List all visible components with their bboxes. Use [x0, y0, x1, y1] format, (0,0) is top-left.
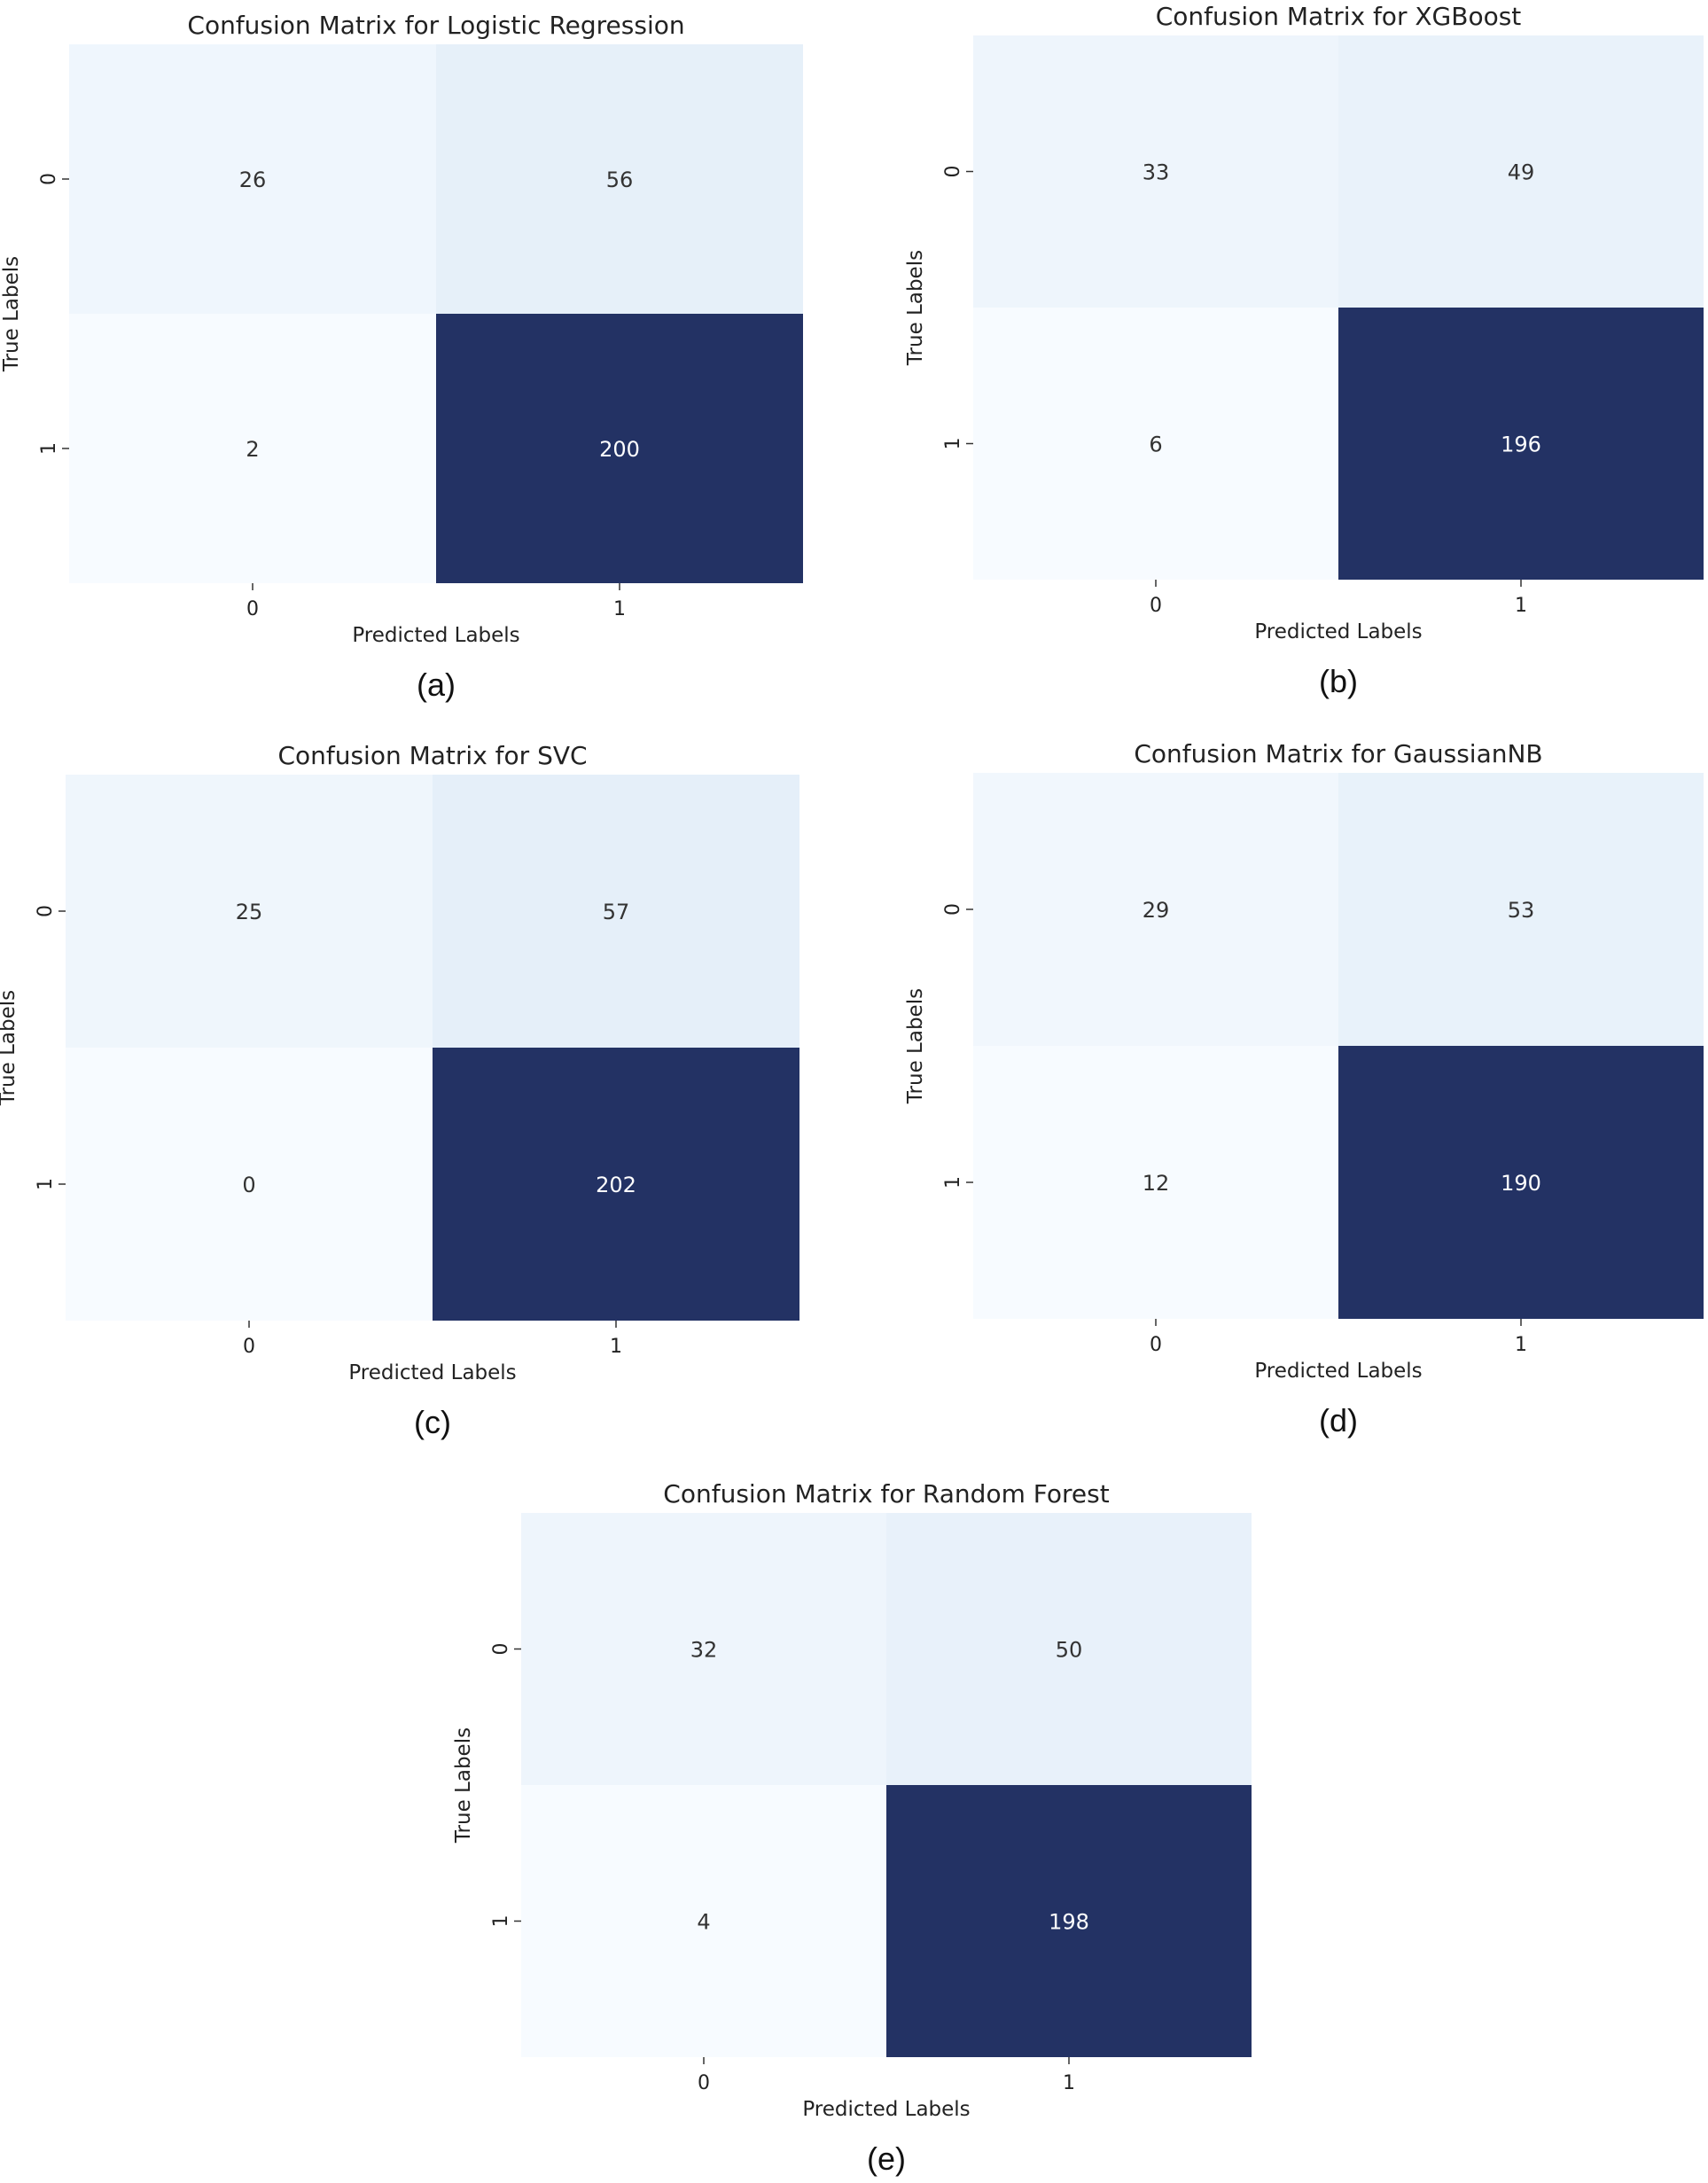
cell-value-label: 6: [1149, 433, 1162, 457]
y-tick-label: 1: [942, 1176, 964, 1189]
x-tick-label: 1: [1515, 1334, 1527, 1356]
heatmap-cell: [521, 1513, 886, 1785]
heatmap-cell: [973, 308, 1338, 580]
x-tick-label: 1: [1063, 2072, 1075, 2094]
chart-title: Confusion Matrix for Random Forest: [663, 1479, 1109, 1509]
cell-value-label: 2: [246, 437, 259, 462]
cell-value-label: 196: [1501, 433, 1541, 457]
cell-value-label: 32: [690, 1638, 718, 1663]
cell-value-label: 57: [603, 900, 630, 924]
cell-value-label: 25: [236, 900, 263, 924]
chart-title: Confusion Matrix for XGBoost: [1156, 2, 1522, 31]
y-tick-label: 0: [942, 166, 964, 178]
y-tick-label: 0: [35, 905, 57, 917]
panel-caption: (c): [414, 1404, 451, 1440]
cell-value-label: 198: [1049, 1910, 1089, 1935]
y-tick-label: 0: [490, 1643, 512, 1656]
panel-caption: (b): [1319, 663, 1358, 699]
x-tick-label: 0: [1150, 595, 1162, 617]
heatmap-cell: [433, 775, 799, 1048]
y-tick-label: 1: [38, 442, 60, 455]
y-axis-label: True Labels: [0, 256, 23, 372]
cell-value-label: 200: [599, 437, 640, 462]
x-tick-label: 0: [243, 1336, 255, 1358]
y-tick-label: 1: [35, 1178, 57, 1190]
cell-value-label: 202: [596, 1173, 636, 1197]
x-tick-label: 0: [1150, 1334, 1162, 1356]
heatmap-cell: [1338, 773, 1704, 1046]
cell-value-label: 26: [239, 168, 267, 192]
heatmap-cell: [1338, 308, 1704, 580]
x-axis-label: Predicted Labels: [352, 624, 519, 647]
heatmap-cell: [886, 1785, 1252, 2057]
y-tick-label: 0: [942, 903, 964, 916]
cell-value-label: 53: [1508, 898, 1535, 923]
x-tick-label: 1: [610, 1336, 622, 1358]
cell-value-label: 12: [1143, 1171, 1170, 1196]
x-tick-label: 1: [613, 598, 626, 620]
x-axis-label: Predicted Labels: [802, 2098, 970, 2121]
x-tick-label: 0: [246, 598, 259, 620]
x-axis-label: Predicted Labels: [348, 1361, 516, 1384]
chart-title: Confusion Matrix for Logistic Regression: [187, 11, 684, 40]
cell-value-label: 190: [1501, 1171, 1541, 1196]
heatmap-cell: [973, 773, 1338, 1046]
y-tick-label: 1: [942, 438, 964, 450]
heatmap-cell: [66, 1048, 433, 1321]
heatmap-cell: [973, 1046, 1338, 1319]
heatmap-cell: [436, 314, 803, 583]
chart-title: Confusion Matrix for GaussianNB: [1134, 739, 1542, 768]
heatmap-cell: [436, 44, 803, 314]
heatmap-cell: [433, 1048, 799, 1321]
cell-value-label: 50: [1056, 1638, 1083, 1663]
heatmap-cell: [521, 1785, 886, 2057]
panel-caption: (e): [867, 2140, 906, 2177]
y-axis-label: True Labels: [0, 990, 19, 1106]
x-axis-label: Predicted Labels: [1254, 1360, 1422, 1383]
y-axis-label: True Labels: [452, 1727, 475, 1844]
y-tick-label: 1: [490, 1915, 512, 1928]
panel-caption: (d): [1319, 1402, 1358, 1438]
cell-value-label: 49: [1508, 160, 1535, 185]
heatmap-cell: [69, 44, 436, 314]
heatmap-cell: [66, 775, 433, 1048]
y-tick-label: 0: [38, 173, 60, 185]
chart-title: Confusion Matrix for SVC: [277, 741, 587, 770]
cell-value-label: 33: [1143, 160, 1170, 185]
y-axis-label: True Labels: [904, 988, 927, 1104]
cell-value-label: 56: [606, 168, 634, 192]
x-tick-label: 1: [1515, 595, 1527, 617]
cell-value-label: 4: [697, 1910, 710, 1935]
panel-caption: (a): [417, 667, 456, 703]
cell-value-label: 29: [1143, 898, 1170, 923]
x-tick-label: 0: [698, 2072, 710, 2094]
y-axis-label: True Labels: [904, 250, 927, 366]
cell-value-label: 0: [242, 1173, 255, 1197]
heatmap-cell: [973, 35, 1338, 308]
heatmap-cell: [1338, 1046, 1704, 1319]
x-axis-label: Predicted Labels: [1254, 620, 1422, 643]
heatmap-cell: [886, 1513, 1252, 1785]
heatmap-cell: [1338, 35, 1704, 308]
heatmap-cell: [69, 314, 436, 583]
